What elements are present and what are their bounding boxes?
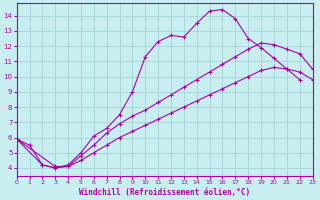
X-axis label: Windchill (Refroidissement éolien,°C): Windchill (Refroidissement éolien,°C) <box>79 188 250 197</box>
